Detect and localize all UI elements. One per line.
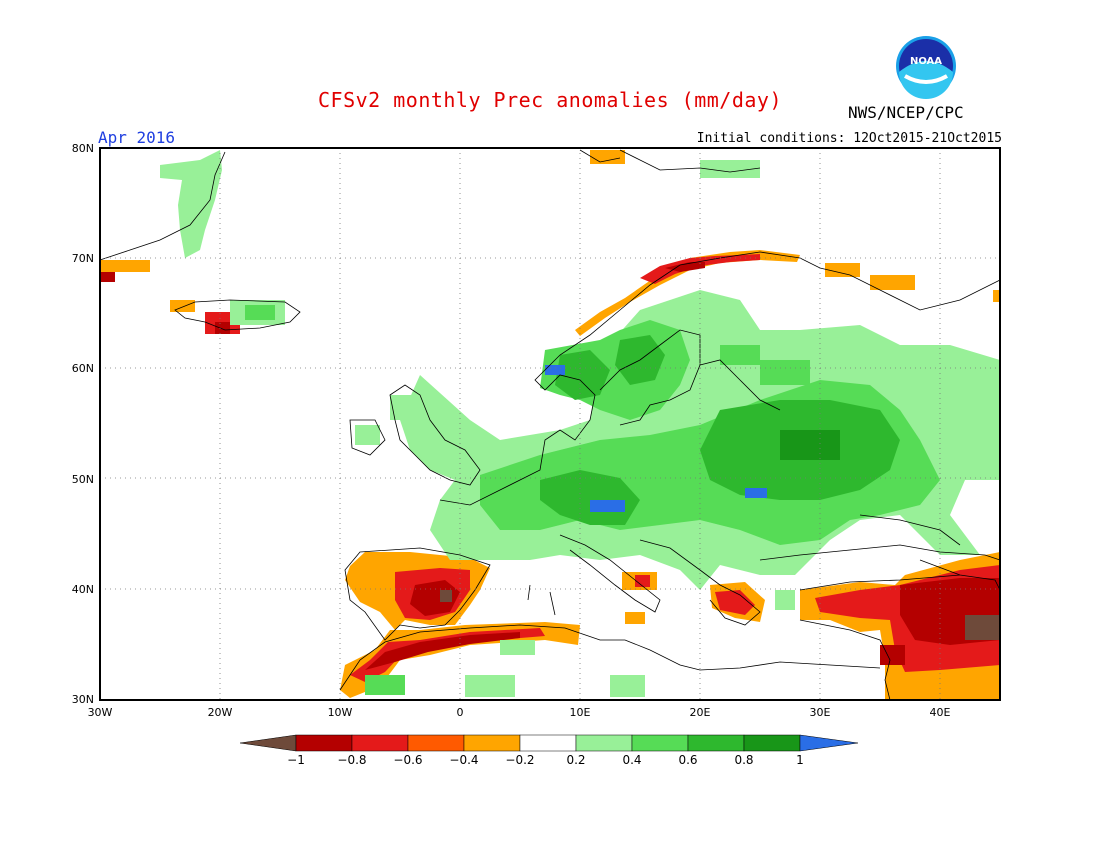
colorbar-swatch (519, 734, 577, 752)
lon-label: 20W (208, 706, 233, 719)
map-area (99, 147, 1001, 701)
lon-label: 10E (570, 706, 591, 719)
noaa-logo-icon: NOAA (896, 36, 956, 99)
chart-title: CFSv2 monthly Prec anomalies (mm/day) (317, 88, 783, 112)
colorbar-label: 0.8 (734, 753, 753, 767)
colorbar-swatch (295, 734, 353, 752)
colorbar-label: −1 (287, 753, 305, 767)
colorbar-label: −0.4 (449, 753, 478, 767)
lon-axis: 30W 20W 10W 0 10E 20E 30E 40E (88, 706, 951, 719)
colorbar-extend-high (799, 734, 859, 752)
map-frame (99, 147, 1001, 701)
colorbar-swatch (407, 734, 465, 752)
colorbar-label: 0.2 (566, 753, 585, 767)
lon-label: 0 (457, 706, 464, 719)
colorbar-swatch (743, 734, 801, 752)
colorbar-label: 1 (796, 753, 804, 767)
lat-label: 70N (72, 252, 94, 265)
lat-label: 80N (72, 142, 94, 155)
lat-label: 60N (72, 362, 94, 375)
colorbar-extend-low (239, 734, 297, 752)
lon-label: 30W (88, 706, 113, 719)
graticule (100, 148, 1000, 700)
lon-label: 40E (930, 706, 951, 719)
lon-label: 30E (810, 706, 831, 719)
colorbar-label: −0.2 (505, 753, 534, 767)
logo-text: NOAA (910, 56, 942, 67)
lat-label: 40N (72, 583, 94, 596)
colorbar-swatch (575, 734, 633, 752)
colorbar-label: −0.8 (337, 753, 366, 767)
colorbar-label: 0.4 (622, 753, 641, 767)
valid-month: Apr 2016 (98, 128, 176, 147)
initial-conditions: Initial conditions: 12Oct2015-21Oct2015 (696, 131, 1002, 146)
wet-anomaly-layer (160, 150, 1000, 697)
colorbar-swatch (463, 734, 521, 752)
colorbar-swatch (631, 734, 689, 752)
lat-axis: 30N 40N 50N 60N 70N 80N (72, 142, 94, 706)
colorbar-swatch (687, 734, 745, 752)
agency-label: NWS/NCEP/CPC (848, 103, 964, 122)
lat-label: 50N (72, 473, 94, 486)
lon-label: 20E (690, 706, 711, 719)
coastlines (99, 149, 1001, 701)
colorbar-swatch (351, 734, 409, 752)
colorbar-label: 0.6 (678, 753, 697, 767)
colorbar-label: −0.6 (393, 753, 422, 767)
colorbar: −1 −0.8 −0.6 −0.4 −0.2 0.2 0.4 0.6 0.8 1 (239, 734, 859, 767)
lat-label: 30N (72, 693, 94, 706)
lon-label: 10W (328, 706, 353, 719)
